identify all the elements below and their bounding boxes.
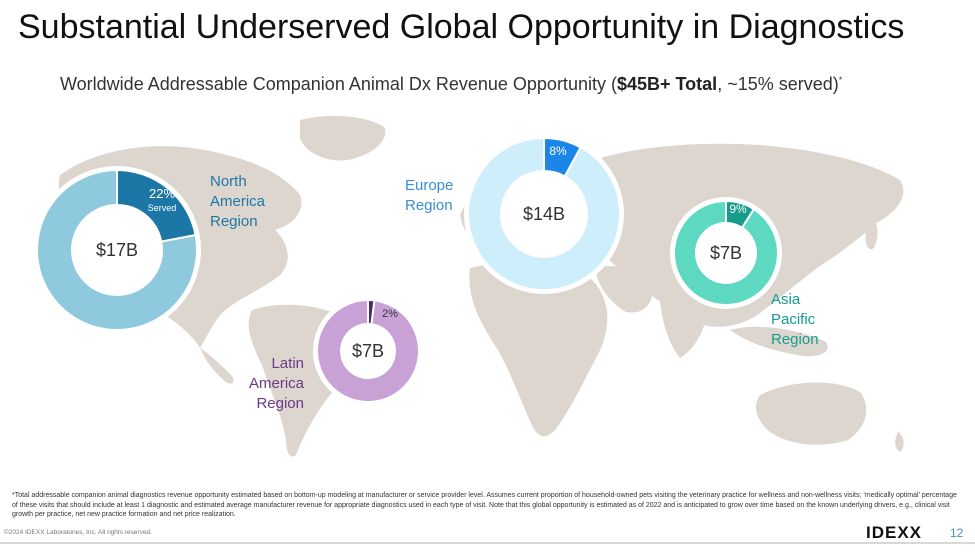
region-label-north-america: North America Region: [210, 172, 265, 232]
region-label-line: Region: [256, 395, 304, 412]
value-label-latin-america: $7B: [352, 341, 384, 361]
australia-landmass: [755, 382, 867, 445]
region-label-line: Asia: [771, 291, 801, 308]
served-pct-label-north-america: 22%: [149, 186, 175, 201]
greenland-landmass: [300, 115, 386, 161]
donut-hole: [696, 223, 756, 283]
central-america-landmass: [200, 348, 234, 384]
copyright: ©2024 IDEXX Laboratories, Inc. All right…: [4, 529, 152, 536]
world-map-chart: $17B 22% Served $14B 8% $7B 9% $7B 2%: [33, 115, 904, 457]
donut-hole: [72, 205, 162, 295]
value-label-asia-pacific: $7B: [710, 243, 742, 263]
donut-europe: $14B 8%: [464, 134, 624, 294]
region-label-line: North: [210, 173, 247, 190]
subtitle-text: Worldwide Addressable Companion Animal D…: [60, 74, 617, 94]
footnote: *Total addressable companion animal diag…: [12, 492, 957, 518]
africa-landmass: [469, 262, 608, 437]
india-landmass: [660, 298, 706, 358]
region-label-line: America: [248, 375, 304, 392]
value-label-europe: $14B: [523, 204, 565, 224]
served-caption: Served: [148, 203, 177, 213]
arabia-landmass: [595, 266, 653, 313]
region-label-line: Region: [771, 331, 819, 348]
served-pct-label-latin-america: 2%: [382, 308, 398, 320]
region-label-line: Latin: [271, 355, 304, 372]
region-label-europe: Europe Region: [405, 176, 453, 216]
region-label-latin-america: Latin America Region: [244, 354, 304, 414]
region-label-line: Region: [405, 197, 453, 214]
subtitle-footnote-mark: *: [838, 75, 843, 85]
region-label-line: Pacific: [771, 311, 816, 328]
southeast-asia-landmass: [730, 326, 828, 357]
value-label-north-america: $17B: [96, 240, 138, 260]
new-zealand-landmass: [895, 432, 904, 452]
served-pct-label-europe: 8%: [549, 144, 567, 158]
donut-charts: $17B 22% Served $14B 8% $7B 9% $7B 2%: [33, 134, 782, 406]
slide-title: Substantial Underserved Global Opportuni…: [18, 8, 905, 46]
region-label-line: Europe: [405, 177, 454, 194]
japan-landmass: [865, 215, 878, 250]
subtitle-total: $45B+ Total: [616, 74, 718, 94]
donut-hole: [341, 324, 395, 378]
region-label-asia-pacific: Asia Pacific Region: [771, 290, 819, 350]
donut-hole: [501, 171, 587, 257]
donut-asia-pacific: $7B 9%: [670, 197, 782, 309]
served-pct-label-asia-pacific: 9%: [729, 202, 747, 216]
slide-subtitle: Worldwide Addressable Companion Animal D…: [60, 74, 842, 95]
region-label-line: Region: [210, 213, 258, 230]
donut-north-america: $17B 22% Served: [33, 166, 201, 334]
footer-divider: [0, 542, 975, 544]
region-label-line: America: [210, 193, 266, 210]
subtitle-served: , ~15% served): [717, 74, 839, 94]
page-number: 12: [950, 526, 964, 540]
donut-latin-america: $7B 2%: [313, 296, 423, 406]
idexx-logo: IDEXX: [866, 523, 923, 542]
